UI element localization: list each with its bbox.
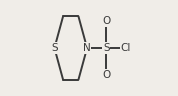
Text: O: O [102, 70, 110, 80]
Text: S: S [51, 43, 58, 53]
Text: O: O [102, 16, 110, 26]
Text: Cl: Cl [120, 43, 131, 53]
Text: S: S [103, 43, 110, 53]
Text: N: N [83, 43, 91, 53]
